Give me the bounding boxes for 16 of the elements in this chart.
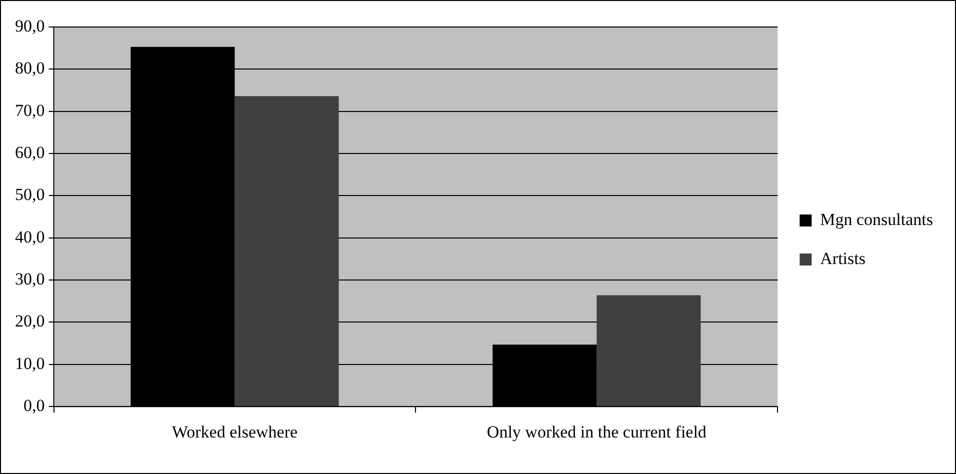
x-tick-label: Worked elsewhere xyxy=(172,422,298,442)
legend-label: Mgn consultants xyxy=(820,210,933,229)
x-tick-label: Only worked in the current field xyxy=(486,422,707,442)
y-tick-label: 30,0 xyxy=(15,270,45,289)
y-tick-label: 50,0 xyxy=(15,185,45,204)
y-tick-label: 0,0 xyxy=(24,396,45,416)
y-tick-label: 10,0 xyxy=(15,354,45,373)
bar xyxy=(596,295,701,406)
y-tick-label: 60,0 xyxy=(15,143,45,162)
bar xyxy=(234,96,339,406)
y-tick-label: 70,0 xyxy=(15,100,45,120)
y-tick-label: 90,0 xyxy=(15,16,45,36)
y-tick-label: 40,0 xyxy=(15,227,45,246)
y-tick-label: 80,0 xyxy=(15,58,45,78)
legend-label: Artists xyxy=(820,248,866,268)
y-tick-label: 20,0 xyxy=(15,312,45,331)
